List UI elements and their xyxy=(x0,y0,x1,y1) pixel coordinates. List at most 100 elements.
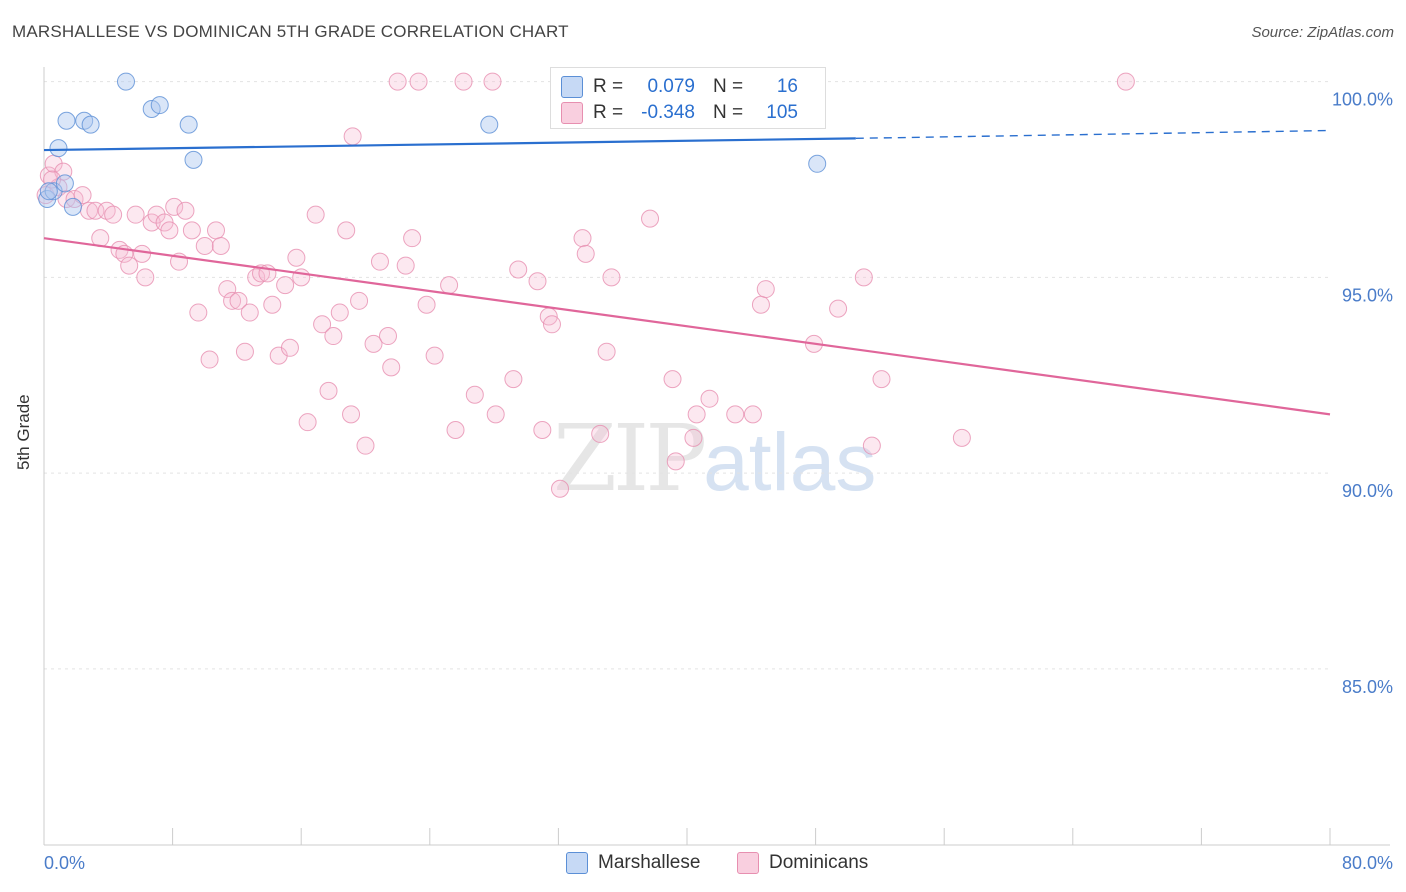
dominicans-point xyxy=(263,295,282,314)
dominicans-point xyxy=(182,221,201,240)
dominicans-point xyxy=(350,291,369,310)
n-label: N = xyxy=(713,76,744,97)
marshallese-point xyxy=(39,182,58,201)
r-label: R = xyxy=(593,102,624,123)
marshallese-trend-line xyxy=(43,137,856,152)
dominicans-point xyxy=(189,303,208,322)
dominicans-point xyxy=(379,327,398,346)
dominicans-point xyxy=(223,291,242,310)
y-tick-label: 95.0% xyxy=(1342,285,1393,305)
dominicans-point xyxy=(542,315,561,334)
dominicans-point xyxy=(133,244,152,263)
marshallese-point xyxy=(63,197,82,216)
series-legend: Marshallese Dominicans xyxy=(0,850,1406,880)
dominicans-point xyxy=(382,358,401,377)
watermark-atlas: atlas xyxy=(703,417,877,508)
dominicans-point xyxy=(854,268,873,287)
dominicans-point xyxy=(417,295,436,314)
stats-row-marshallese: R = 0.079 N = 16 xyxy=(561,75,798,99)
marshallese-point xyxy=(480,115,499,134)
r-value: 0.079 xyxy=(647,76,695,97)
dominicans-point xyxy=(597,342,616,361)
marshallese-point xyxy=(150,96,169,115)
dominicans-point xyxy=(207,221,226,240)
marshallese-legend-swatch xyxy=(566,852,588,874)
dominicans-point xyxy=(509,260,528,279)
dominicans-point xyxy=(454,72,473,91)
dominicans-point xyxy=(1116,72,1135,91)
dominicans-point xyxy=(104,205,123,224)
dominicans-point xyxy=(641,209,660,228)
dominicans-trend-line xyxy=(43,237,1331,416)
dominicans-point xyxy=(666,452,685,471)
legend-item-marshallese[interactable]: Marshallese xyxy=(566,852,700,874)
dominicans-point xyxy=(343,127,362,146)
legend-label-marshallese: Marshallese xyxy=(598,852,701,873)
dominicans-point xyxy=(342,405,361,424)
watermark-zip: ZIP xyxy=(553,405,707,512)
marshallese-point xyxy=(57,111,76,130)
dominicans-point xyxy=(663,370,682,389)
source-label: Source: ZipAtlas.com xyxy=(1251,24,1394,41)
dominicans-point xyxy=(576,244,595,263)
dominicans-point xyxy=(319,381,338,400)
marshallese-point xyxy=(808,154,827,173)
dominicans-point xyxy=(602,268,621,287)
dominicans-point xyxy=(465,385,484,404)
marshallese-point xyxy=(55,174,74,193)
y-tick-label: 90.0% xyxy=(1342,481,1393,501)
dominicans-point xyxy=(337,221,356,240)
y-axis-label: 5th Grade xyxy=(14,394,33,470)
dominicans-point xyxy=(276,276,295,295)
dominicans-point xyxy=(211,237,230,256)
dominicans-point xyxy=(200,350,219,369)
dominicans-point xyxy=(330,303,349,322)
dominicans-legend-swatch xyxy=(737,852,759,874)
dominicans-point xyxy=(403,229,422,248)
dominicans-point xyxy=(551,479,570,498)
dominicans-point xyxy=(751,295,770,314)
dominicans-point xyxy=(324,327,343,346)
dominicans-point xyxy=(756,280,775,299)
dominicans-point xyxy=(388,72,407,91)
n-label: N = xyxy=(713,102,744,123)
n-value: 105 xyxy=(766,102,798,123)
dominicans-point xyxy=(356,436,375,455)
dominicans-point xyxy=(446,421,465,440)
dominicans-point xyxy=(280,338,299,357)
dominicans-point xyxy=(486,405,505,424)
dominicans-point xyxy=(287,248,306,267)
dominicans-point xyxy=(396,256,415,275)
dominicans-point xyxy=(952,428,971,447)
chart-title: MARSHALLESE VS DOMINICAN 5TH GRADE CORRE… xyxy=(12,22,569,41)
r-label: R = xyxy=(593,76,624,97)
dominicans-point xyxy=(218,280,237,299)
dominicans-point xyxy=(872,370,891,389)
y-tick-label: 85.0% xyxy=(1342,677,1393,697)
r-value: -0.348 xyxy=(641,102,695,123)
dominicans-point xyxy=(292,268,311,287)
dominicans-point xyxy=(528,272,547,291)
legend-item-dominicans[interactable]: Dominicans xyxy=(737,852,868,874)
dominicans-point xyxy=(73,186,92,205)
dominicans-point xyxy=(829,299,848,318)
dominicans-point xyxy=(743,405,762,424)
marshallese-point xyxy=(179,115,198,134)
dominicans-point xyxy=(176,201,195,220)
dominicans-point xyxy=(136,268,155,287)
watermark: ZIPatlas xyxy=(553,405,876,512)
dominicans-point xyxy=(687,405,706,424)
dominicans-point xyxy=(700,389,719,408)
dominicans-point xyxy=(425,346,444,365)
dominicans-point xyxy=(364,334,383,353)
dominicans-point xyxy=(160,221,179,240)
dominicans-point xyxy=(229,291,248,310)
x-tick-label: 80.0% xyxy=(1342,853,1393,873)
marshallese-point xyxy=(49,139,68,158)
marshallese-swatch xyxy=(561,76,583,98)
marshallese-point xyxy=(116,72,135,91)
dominicans-swatch xyxy=(561,102,583,124)
dominicans-point xyxy=(298,413,317,432)
stats-legend: R = 0.079 N = 16 R = -0.348 N = 105 xyxy=(550,67,826,129)
